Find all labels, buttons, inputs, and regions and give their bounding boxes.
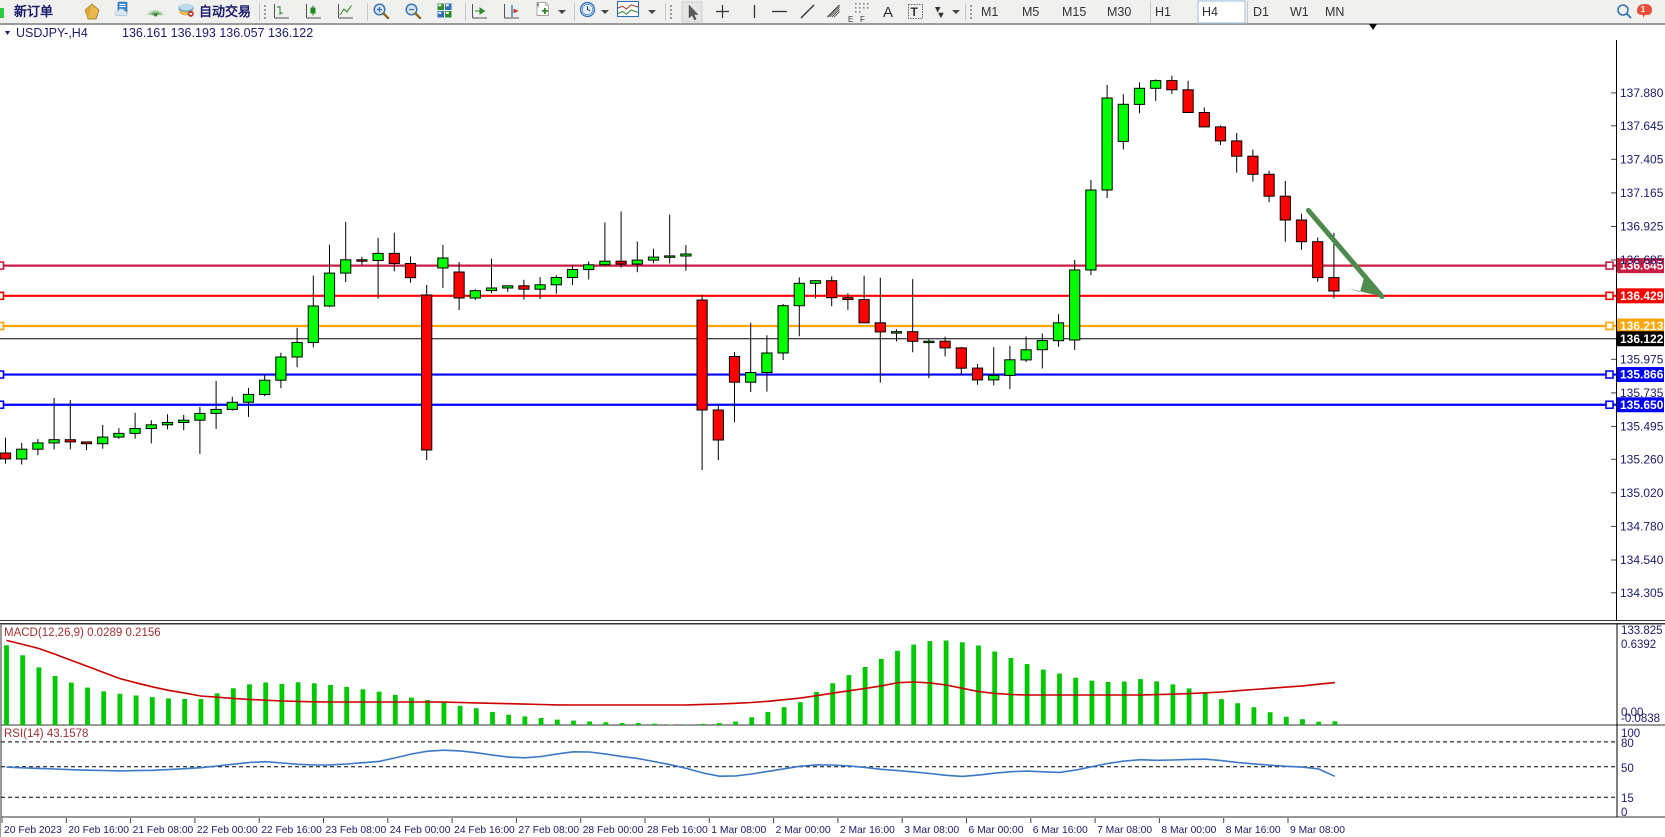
svg-text:137.165: 137.165 (1620, 186, 1664, 200)
svg-text:21 Feb 08:00: 21 Feb 08:00 (133, 825, 194, 836)
svg-text:A: A (883, 4, 893, 21)
svg-text:8 Mar 16:00: 8 Mar 16:00 (1226, 825, 1281, 836)
svg-text:新订单: 新订单 (14, 4, 53, 19)
svg-text:136.925: 136.925 (1620, 220, 1664, 234)
svg-text:133.825: 133.825 (1621, 625, 1663, 637)
svg-text:M15: M15 (1062, 5, 1086, 19)
svg-text:F: F (860, 15, 865, 24)
svg-text:2 Mar 00:00: 2 Mar 00:00 (776, 825, 831, 836)
svg-text:137.645: 137.645 (1620, 119, 1664, 133)
svg-text:MN: MN (1325, 5, 1344, 19)
svg-text:W1: W1 (1290, 5, 1309, 19)
svg-text:-0.0838: -0.0838 (1621, 713, 1660, 725)
svg-text:M1: M1 (981, 5, 998, 19)
svg-text:136.122: 136.122 (1620, 332, 1664, 346)
svg-text:22 Feb 16:00: 22 Feb 16:00 (261, 825, 322, 836)
svg-text:135.866: 135.866 (1620, 368, 1664, 382)
svg-text:E: E (848, 15, 853, 24)
svg-text:24 Feb 00:00: 24 Feb 00:00 (390, 825, 451, 836)
svg-text:24 Feb 16:00: 24 Feb 16:00 (454, 825, 515, 836)
svg-text:D1: D1 (1253, 5, 1269, 19)
svg-text:136.429: 136.429 (1620, 289, 1664, 303)
svg-text:RSI(14) 43.1578: RSI(14) 43.1578 (4, 728, 88, 740)
svg-text:20 Feb 16:00: 20 Feb 16:00 (68, 825, 129, 836)
svg-text:M30: M30 (1107, 5, 1131, 19)
svg-text:135.735: 135.735 (1620, 386, 1664, 400)
svg-text:80: 80 (1621, 738, 1634, 750)
svg-text:136.685: 136.685 (1620, 253, 1664, 267)
svg-text:28 Feb 00:00: 28 Feb 00:00 (583, 825, 644, 836)
svg-text:22 Feb 00:00: 22 Feb 00:00 (197, 825, 258, 836)
svg-text:USDJPY-,H4: USDJPY-,H4 (16, 26, 88, 40)
svg-text:28 Feb 16:00: 28 Feb 16:00 (647, 825, 708, 836)
svg-text:137.880: 137.880 (1620, 86, 1664, 100)
svg-text:8 Mar 00:00: 8 Mar 00:00 (1161, 825, 1216, 836)
svg-text:MACD(12,26,9) 0.0289 0.2156: MACD(12,26,9) 0.0289 0.2156 (4, 627, 161, 639)
svg-text:50: 50 (1621, 763, 1634, 775)
svg-text:134.780: 134.780 (1620, 519, 1664, 533)
svg-text:135.020: 135.020 (1620, 486, 1664, 500)
svg-text:134.540: 134.540 (1620, 553, 1664, 567)
svg-text:3 Mar 08:00: 3 Mar 08:00 (904, 825, 959, 836)
svg-text:1 Mar 08:00: 1 Mar 08:00 (711, 825, 766, 836)
svg-text:137.405: 137.405 (1620, 152, 1664, 166)
svg-text:20 Feb 2023: 20 Feb 2023 (4, 825, 62, 836)
svg-text:0: 0 (1621, 807, 1627, 817)
svg-text:135.260: 135.260 (1620, 452, 1664, 466)
svg-text:T: T (911, 5, 919, 19)
svg-text:H1: H1 (1155, 5, 1171, 19)
svg-text:135.975: 135.975 (1620, 352, 1664, 366)
svg-text:2 Mar 16:00: 2 Mar 16:00 (840, 825, 895, 836)
svg-text:H4: H4 (1202, 5, 1218, 19)
svg-text:136.161 136.193 136.057 136.12: 136.161 136.193 136.057 136.122 (122, 26, 313, 40)
svg-text:15: 15 (1621, 793, 1634, 805)
svg-text:135.495: 135.495 (1620, 419, 1664, 433)
svg-text:6 Mar 16:00: 6 Mar 16:00 (1033, 825, 1088, 836)
svg-text:9 Mar 08:00: 9 Mar 08:00 (1290, 825, 1345, 836)
svg-text:1: 1 (1641, 5, 1646, 14)
svg-text:6 Mar 00:00: 6 Mar 00:00 (969, 825, 1024, 836)
svg-text:7 Mar 08:00: 7 Mar 08:00 (1097, 825, 1152, 836)
svg-text:23 Feb 08:00: 23 Feb 08:00 (326, 825, 387, 836)
svg-text:27 Feb 08:00: 27 Feb 08:00 (518, 825, 579, 836)
svg-text:M5: M5 (1022, 5, 1039, 19)
svg-text:134.305: 134.305 (1620, 586, 1664, 600)
svg-text:0.6392: 0.6392 (1621, 639, 1656, 651)
svg-text:自动交易: 自动交易 (199, 4, 251, 19)
